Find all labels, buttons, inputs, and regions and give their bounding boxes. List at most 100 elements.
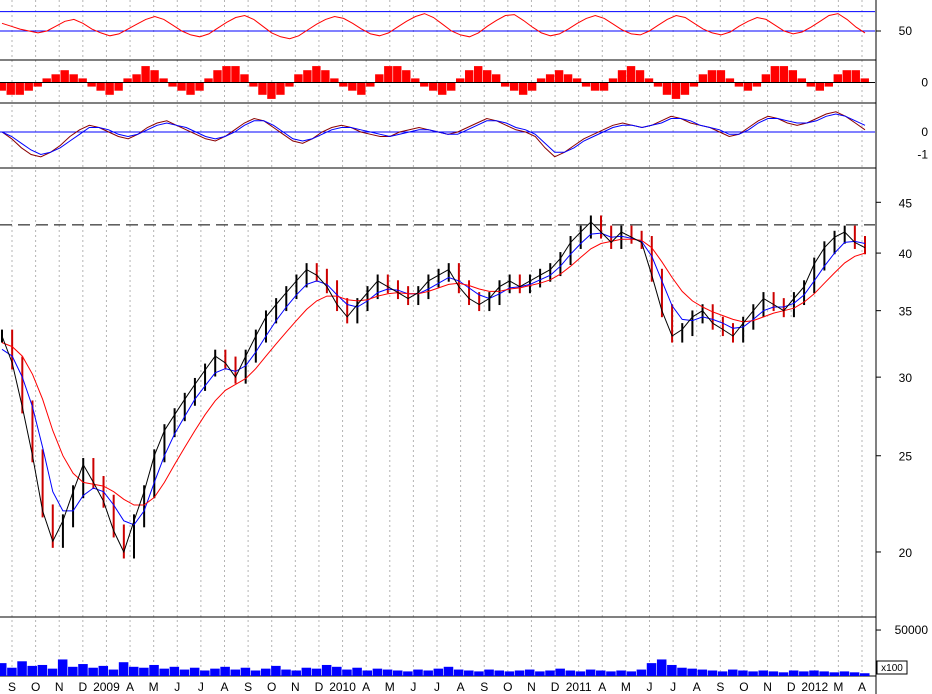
momentum-bar <box>420 82 429 87</box>
month-gridlines <box>11 0 863 676</box>
volume-bar <box>443 666 454 676</box>
chart-panels <box>0 11 876 677</box>
momentum-bar <box>411 78 420 83</box>
volume-bar <box>717 671 728 676</box>
volume-bar <box>859 673 870 676</box>
momentum-bar <box>303 70 312 83</box>
momentum-bar <box>141 66 150 83</box>
momentum-bar <box>806 82 816 87</box>
volume-bar <box>108 669 119 676</box>
x-tick-label: O <box>739 680 748 694</box>
x-tick-label: 2012 <box>801 680 828 694</box>
volume-bar <box>606 671 616 676</box>
volume-bar <box>189 667 200 676</box>
momentum-bar <box>159 78 168 83</box>
momentum-bar <box>473 66 483 83</box>
price-tick-label: 20 <box>899 546 913 560</box>
momentum-bar <box>707 70 717 83</box>
momentum-bar <box>779 66 789 83</box>
momentum-bar <box>42 78 51 83</box>
momentum-bar <box>231 66 240 83</box>
x-tick-label: D <box>787 680 796 694</box>
volume-bar <box>687 668 697 676</box>
x-tick-label: N <box>55 680 64 694</box>
x-tick-label: 2010 <box>329 680 356 694</box>
volume-bar <box>829 672 840 676</box>
momentum-bar <box>321 70 330 83</box>
volume-bar <box>352 667 362 676</box>
y-axis-scale: 50 0 0 -1 45 40 35 30 25 20 50000 x100 <box>875 0 928 694</box>
momentum-bar <box>105 82 114 95</box>
volume-bar <box>413 669 423 676</box>
price-tick-label: 25 <box>899 450 913 464</box>
volume-bar <box>27 665 37 676</box>
volume-bar <box>98 665 109 676</box>
x-tick-label: M <box>833 680 843 694</box>
x-tick-label: O <box>503 680 512 694</box>
x-tick-label: D <box>315 680 324 694</box>
x-tick-label: S <box>8 680 16 694</box>
momentum-bar <box>653 82 663 87</box>
volume-bar <box>230 669 241 676</box>
momentum-bar <box>204 78 213 83</box>
x-tick-label: D <box>78 680 87 694</box>
momentum-bar <box>384 66 393 83</box>
volume-bar <box>372 668 383 676</box>
momentum-bar <box>393 66 402 83</box>
volume-bar <box>17 661 27 676</box>
volume-bar <box>342 669 352 676</box>
momentum-bar <box>132 74 141 83</box>
volume-bar <box>88 667 98 676</box>
x-tick-label: A <box>693 680 701 694</box>
x-tick-label: A <box>220 680 228 694</box>
x-tick-label: A <box>362 680 370 694</box>
volume-bar <box>159 668 169 676</box>
volume-bar <box>656 659 667 676</box>
x-tick-label: N <box>291 680 300 694</box>
momentum-bar <box>258 82 267 95</box>
volume-bar <box>453 669 464 676</box>
momentum-bar <box>527 82 537 91</box>
volume-bar <box>596 670 606 676</box>
volume-bar <box>47 668 58 676</box>
x-tick-label: M <box>149 680 159 694</box>
volume-bar <box>68 666 78 676</box>
volume-bar <box>220 666 230 676</box>
rsi-tick-label: 50 <box>899 24 913 38</box>
x-tick-label: N <box>763 680 772 694</box>
momentum-bar <box>24 82 33 91</box>
momentum-bar <box>240 74 249 83</box>
volume-bar <box>555 668 565 676</box>
volume-bar <box>139 667 149 676</box>
x-tick-label: D <box>551 680 560 694</box>
momentum-bar <box>482 70 492 83</box>
volume-bar <box>474 671 484 676</box>
volume-bar <box>78 664 88 676</box>
momentum-bar <box>123 78 132 83</box>
x-tick-label: J <box>410 680 416 694</box>
x-tick-label: J <box>198 680 204 694</box>
momentum-bar <box>429 82 438 91</box>
rsi-series-line <box>1 13 866 40</box>
volume-multiplier-label: x100 <box>881 663 903 674</box>
x-axis: S O N D 2009 A M J J A S O N D 2010 A M J J A S O N D 2011 A M J J A S… <box>8 680 866 694</box>
volume-bar <box>819 671 829 676</box>
volume-bar <box>403 671 413 676</box>
momentum-bar <box>581 82 591 87</box>
momentum-bar <box>276 82 285 95</box>
momentum-bar <box>51 74 60 83</box>
momentum-bar <box>824 82 833 87</box>
momentum-bar <box>797 78 807 83</box>
volume-bar <box>169 666 180 676</box>
x-tick-label: M <box>385 680 395 694</box>
momentum-bar <box>285 82 294 87</box>
volume-bar <box>291 670 301 676</box>
x-tick-label: A <box>598 680 606 694</box>
price-tick-label: 35 <box>899 305 913 319</box>
momentum-bar <box>743 82 753 91</box>
volume-bar <box>281 669 291 676</box>
x-tick-label: O <box>267 680 276 694</box>
momentum-bar <box>465 70 474 83</box>
momentum-bar <box>186 82 195 95</box>
